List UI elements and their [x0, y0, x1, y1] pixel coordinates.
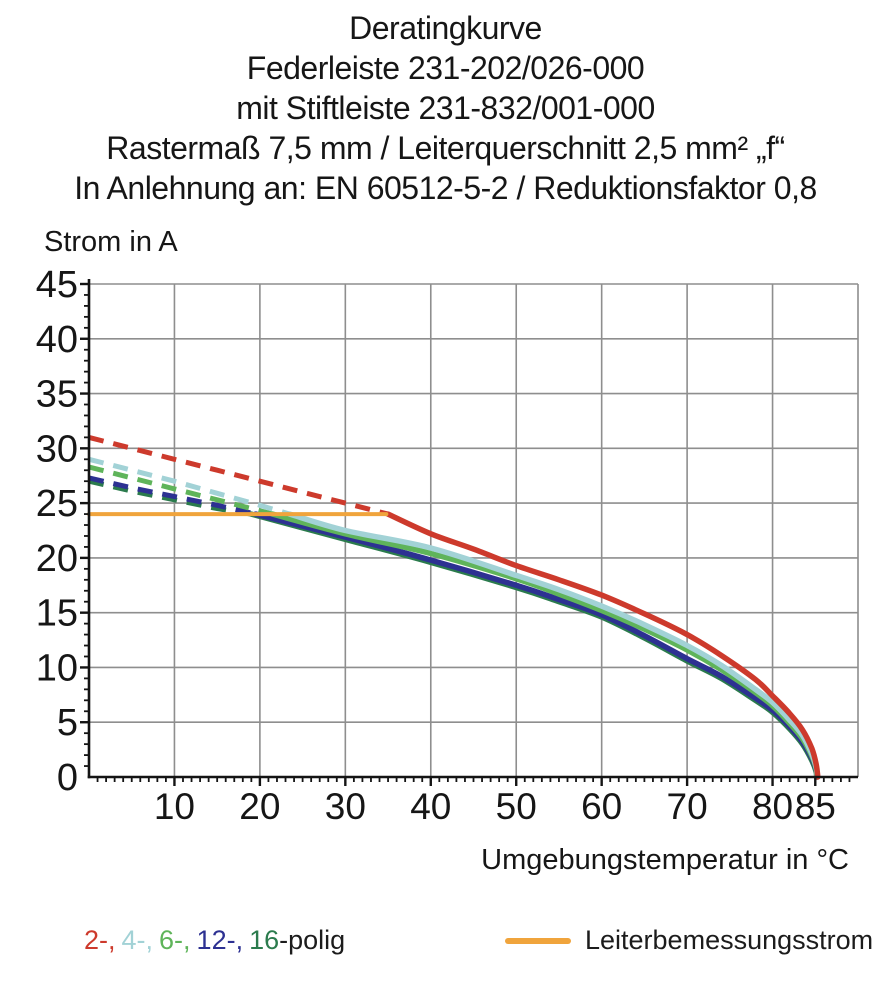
svg-text:30: 30 — [36, 428, 78, 470]
curve-4-polig-solid — [287, 511, 821, 780]
curve-2-polig-solid — [385, 511, 821, 780]
legend-pole-counts: 2-, 4-, 6-, 12-, 16-polig — [84, 925, 351, 956]
title-line-3: mit Stiftleiste 231-832/001-000 — [236, 90, 655, 126]
svg-text:20: 20 — [239, 786, 280, 827]
curve-2-polig — [88, 434, 821, 780]
x-axis-title: Umgebungstemperatur in °C — [481, 844, 849, 876]
svg-text:50: 50 — [496, 786, 537, 827]
rated-current-line-swatch — [505, 937, 571, 944]
curve-6-polig-solid — [269, 511, 820, 780]
svg-text:30: 30 — [325, 786, 366, 827]
x-tick-labels: 10 20 30 40 50 60 70 80 85 — [154, 786, 836, 827]
svg-text:35: 35 — [36, 374, 78, 416]
svg-text:80: 80 — [752, 786, 793, 827]
legend-pole-label: 16 — [249, 925, 280, 955]
legend-pole-label: 12-, — [196, 925, 244, 955]
svg-text:85: 85 — [795, 786, 836, 827]
legend-pole-suffix: -polig — [279, 925, 346, 955]
curve-16-polig-solid — [248, 511, 820, 780]
curve-4-polig-dashed — [88, 456, 291, 517]
svg-text:60: 60 — [581, 786, 622, 827]
legend-pole-label: 6-, — [159, 925, 191, 955]
grid-lines — [89, 283, 859, 777]
curve-12-polig-solid — [252, 511, 820, 780]
svg-text:0: 0 — [57, 757, 78, 799]
legend-pole-label: 4-, — [121, 925, 154, 955]
svg-text:45: 45 — [36, 264, 78, 306]
svg-text:20: 20 — [36, 538, 78, 580]
rated-current-label: Leiterbemessungsstrom — [585, 925, 874, 955]
title-line-4: Rastermaß 7,5 mm / Leiterquerschnitt 2,5… — [106, 130, 785, 166]
curve-6-polig-dashed — [88, 464, 274, 517]
legend-rated-current: Leiterbemessungsstrom — [505, 925, 873, 956]
curve-16-polig — [88, 478, 820, 780]
title-line-2: Federleiste 231-202/026-000 — [246, 50, 645, 86]
curve-2-polig-dashed — [88, 434, 389, 517]
svg-text:40: 40 — [36, 319, 78, 361]
svg-text:10: 10 — [154, 786, 195, 827]
svg-text:15: 15 — [36, 593, 78, 635]
svg-text:25: 25 — [36, 483, 78, 525]
svg-text:40: 40 — [410, 786, 451, 827]
y-axis-title: Strom in A — [44, 226, 178, 258]
curve-12-polig — [88, 475, 820, 780]
svg-text:10: 10 — [36, 647, 78, 689]
svg-text:5: 5 — [57, 702, 78, 744]
title-block: Deratingkurve Federleiste 231-202/026-00… — [0, 8, 891, 208]
y-tick-labels: 0 5 10 15 20 25 30 35 40 45 — [36, 264, 78, 799]
legend-pole-label: 2-, — [84, 925, 116, 955]
title-line-1: Deratingkurve — [349, 10, 542, 46]
axis-ticks — [80, 282, 851, 786]
title-line-5: In Anlehnung an: EN 60512-5-2 / Reduktio… — [74, 170, 817, 206]
axes — [87, 279, 858, 779]
svg-text:70: 70 — [667, 786, 708, 827]
curve-16-polig-dashed — [88, 478, 252, 517]
curve-12-polig-dashed — [88, 475, 257, 517]
